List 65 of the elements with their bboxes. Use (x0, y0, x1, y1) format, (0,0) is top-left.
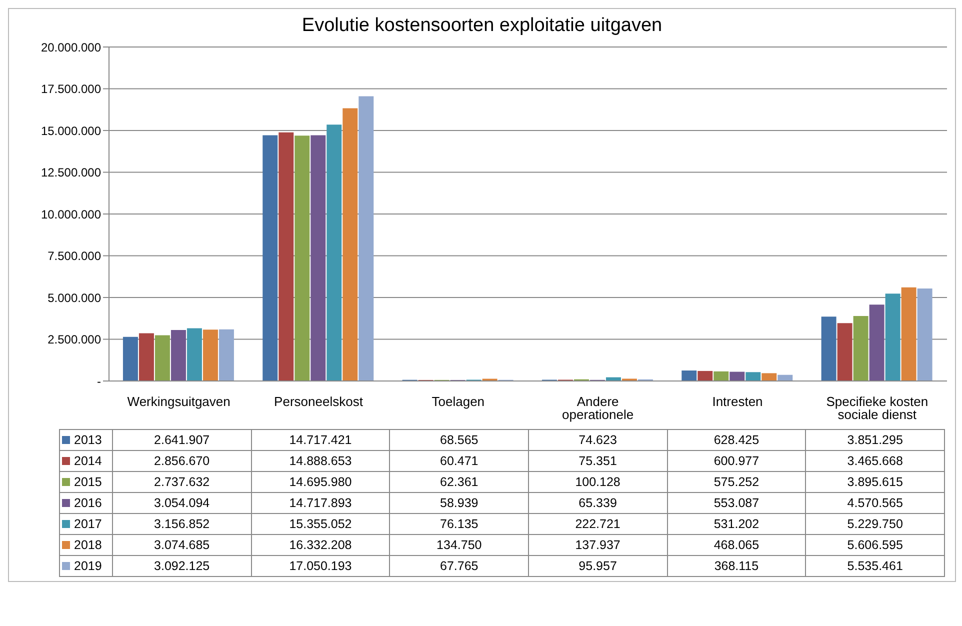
data-label: 368.115 (667, 556, 806, 576)
y-tick-label: - (97, 374, 101, 388)
legend-label: 2018 (60, 534, 112, 556)
legend-label: 2014 (60, 450, 112, 472)
data-label: 74.623 (528, 430, 668, 450)
legend-label: 2015 (60, 472, 112, 492)
x-tick-label: Personeelskost (274, 394, 364, 410)
data-label: 5.606.595 (806, 534, 944, 556)
data-label: 468.065 (667, 534, 806, 556)
data-label: 3.156.852 (112, 514, 252, 534)
data-label: 58.939 (390, 492, 528, 514)
data-label: 15.355.052 (251, 514, 390, 534)
y-tick-label: 10.000.000 (40, 207, 102, 222)
data-label: 531.202 (667, 514, 806, 534)
data-label: 222.721 (528, 514, 668, 534)
data-label: 67.765 (390, 556, 528, 576)
data-label: 575.252 (667, 472, 806, 492)
data-label: 76.135 (390, 514, 528, 534)
data-label: 65.339 (528, 492, 668, 514)
data-label: 5.535.461 (806, 556, 944, 576)
data-label: 3.465.668 (806, 450, 944, 472)
data-label: 553.087 (667, 492, 806, 514)
y-tick-label: 20.000.000 (40, 40, 102, 54)
legend-label: 2019 (60, 556, 112, 576)
x-tick-label: Werkingsuitgaven (127, 394, 230, 410)
data-label: 14.695.980 (251, 472, 390, 492)
data-label: 60.471 (390, 450, 528, 472)
data-label: 628.425 (667, 430, 806, 450)
data-label: 16.332.208 (251, 534, 390, 556)
data-label: 2.737.632 (112, 472, 252, 492)
data-label: 95.957 (528, 556, 668, 576)
data-label: 137.937 (528, 534, 668, 556)
x-tick-label: Andere operationele (562, 394, 634, 422)
data-label: 62.361 (390, 472, 528, 492)
x-tick-label: Intresten (712, 394, 763, 410)
data-label: 5.229.750 (806, 514, 944, 534)
chart-title: Evolutie kostensoorten exploitatie uitgaven (300, 14, 664, 38)
data-label: 3.054.094 (112, 492, 252, 514)
data-label: 14.888.653 (251, 450, 390, 472)
y-tick-label: 15.000.000 (40, 124, 102, 138)
data-label: 2.641.907 (112, 430, 252, 450)
x-tick-label: Specifieke kosten sociale dienst (826, 394, 928, 422)
data-label: 3.895.615 (806, 472, 944, 492)
data-label: 14.717.893 (251, 492, 390, 514)
y-tick-label: 5.000.000 (48, 290, 102, 305)
data-label: 17.050.193 (251, 556, 390, 576)
data-label: 4.570.565 (806, 492, 944, 514)
y-tick-label: 12.500.000 (40, 166, 102, 180)
x-tick-label: Toelagen (432, 394, 485, 410)
y-tick-label: 17.500.000 (40, 82, 102, 96)
y-tick-label: 2.500.000 (48, 332, 102, 347)
data-label: 2.856.670 (112, 450, 252, 472)
data-label: 100.128 (528, 472, 668, 492)
data-label: 68.565 (390, 430, 528, 450)
data-label: 3.074.685 (112, 534, 252, 556)
legend-label: 2016 (60, 492, 112, 514)
data-label: 600.977 (667, 450, 806, 472)
data-label: 75.351 (528, 450, 668, 472)
data-label: 3.092.125 (112, 556, 252, 576)
y-tick-label: 7.500.000 (48, 249, 102, 264)
data-label: 14.717.421 (251, 430, 390, 450)
data-label: 134.750 (390, 534, 528, 556)
data-label: 3.851.295 (806, 430, 944, 450)
legend-label: 2013 (60, 430, 112, 450)
legend-label: 2017 (60, 514, 112, 534)
